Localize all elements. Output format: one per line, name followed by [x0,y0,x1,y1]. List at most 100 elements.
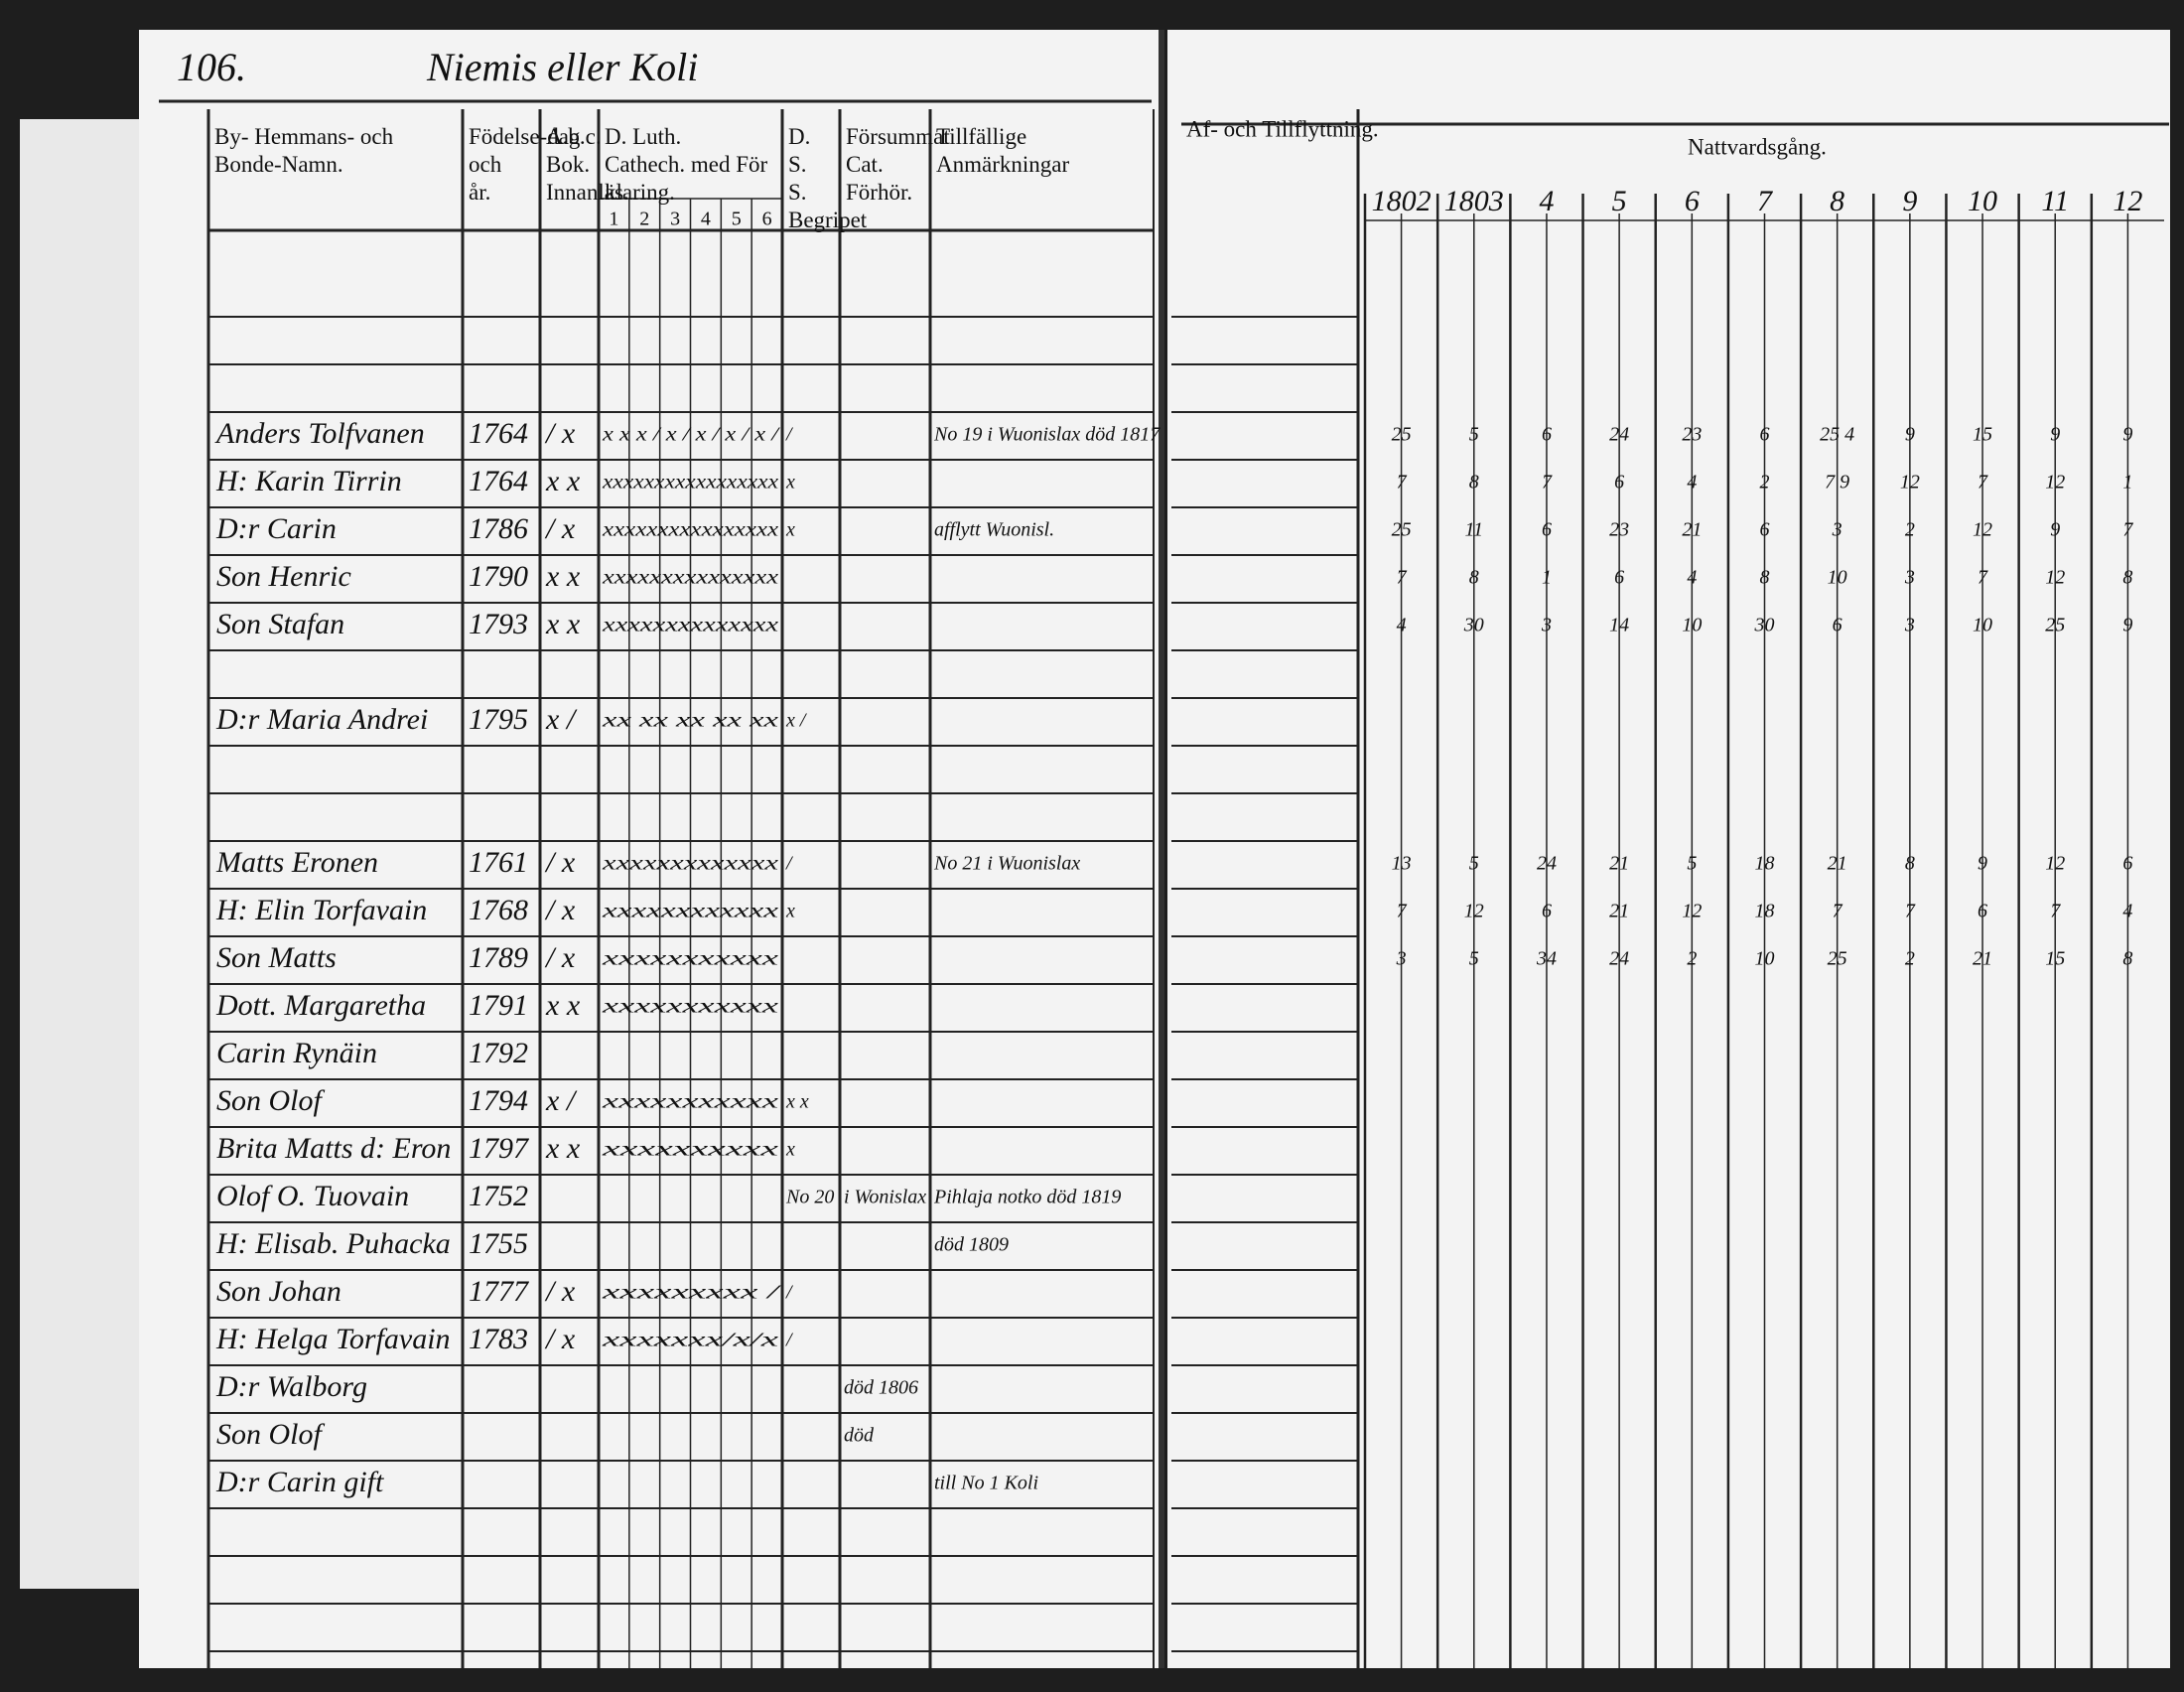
cathech-column-number: 3 [670,209,680,230]
birth-year: 1786 [469,512,528,545]
communion-entry: 7 [2122,519,2133,541]
communion-entry: 4 [1687,567,1697,589]
cathech-mark: xxxxxxxxxxxxxxx [602,567,778,589]
birth-year: 1755 [469,1227,528,1260]
communion-entry: 6 [2122,853,2132,875]
communion-entry: 5 [1469,948,1479,970]
cathech-column-number: 6 [762,209,772,230]
dss-mark: x [785,1139,795,1161]
column-header: A.b.c. Bok. Innanläs. [546,124,629,205]
person-name: Carin Rynäin [216,1037,377,1069]
person-name: Matts Eronen [215,846,378,879]
year-label: 8 [1830,185,1844,217]
communion-entry: 4 [1687,472,1697,494]
birth-year: 1783 [469,1323,528,1355]
communion-entry: 7 [2050,901,2061,922]
communion-entry: 7 [1978,472,1988,494]
column-header: Födelse-dag och år. [469,124,581,205]
dss-mark: / [785,424,794,446]
dss-mark: x x [785,1091,809,1113]
birth-year: 1795 [469,703,528,736]
remark: till No 1 Koli [934,1473,1038,1494]
left-page [139,30,1160,1668]
person-name: Son Henric [216,560,351,593]
communion-entry: 18 [1755,901,1775,922]
cathech-mark: xxxxxxxxxxx [601,996,778,1018]
cathech-mark: xxxxxxxxxxxx [601,901,778,922]
communion-entry: 6 [1542,519,1552,541]
column-header: Af- och Tillflyttning. [1186,116,1379,141]
communion-entry: 25 [1392,519,1412,541]
communion-entry: 7 [1542,472,1553,494]
cathech-mark: xxxxxxxxxxxxxxxxx [602,472,778,494]
dss-mark: x [785,901,795,922]
communion-entry: 24 [1609,424,1629,446]
abc-mark: x x [545,560,581,593]
person-name: Son Matts [216,941,337,974]
abc-mark: / x [544,941,576,974]
communion-entry: 9 [1978,853,1987,875]
communion-entry: 12 [1464,901,1484,922]
communion-entry: 4 [2122,901,2132,922]
communion-entry: 25 [1828,948,1847,970]
person-name: Dott. Margaretha [215,989,426,1022]
cathech-column-number: 5 [732,209,742,230]
abc-mark: x x [545,465,581,497]
year-label: 4 [1539,185,1554,217]
cathech-mark: xxxxxxxxxxxxx [601,853,778,875]
village-name: Niemis eller Koli [426,45,698,89]
birth-year: 1790 [469,560,528,593]
right-page [1167,30,2170,1668]
abc-mark: / x [544,1275,576,1308]
communion-entry: 9 [2122,615,2132,636]
communion-entry: 1 [2122,472,2132,494]
communion-entry: 7 9 [1825,472,1849,494]
communion-entry: 7 [1397,567,1408,589]
communion-entry: 34 [1536,948,1557,970]
abc-mark: / x [544,846,576,879]
year-label: 10 [1968,185,1997,217]
year-label: 12 [2113,185,2142,217]
dss-mark: x / [785,710,808,732]
person-name: Son Olof [216,1418,326,1451]
communion-entry: 7 [1833,901,1843,922]
cathech-mark: xxxxxxxxxxxxxx [602,615,779,636]
abc-mark: x x [545,608,581,640]
communion-entry: 10 [1973,615,1992,636]
communion-entry: 12 [1682,901,1702,922]
remark: afflytt Wuonisl. [934,519,1054,541]
year-label: 7 [1757,185,1774,217]
communion-entry: 12 [2045,567,2065,589]
person-name: H: Elin Torfavain [215,894,427,926]
person-name: Son Stafan [216,608,344,640]
communion-entry: 21 [1828,853,1847,875]
communion-entry: 10 [1828,567,1847,589]
communion-entry: 6 [1760,424,1770,446]
birth-year: 1792 [469,1037,528,1069]
cathech-mark: xxxxxxxxxxx [601,1091,778,1113]
person-name: Son Johan [216,1275,341,1308]
cathech-column-number: 4 [701,209,711,230]
page-number: 106. [177,45,246,89]
communion-entry: 5 [1687,853,1697,875]
dss-mark: No 20 [785,1187,834,1208]
ruled-grid [206,109,2169,1668]
communion-entry: 9 [2122,424,2132,446]
communion-entry: 11 [1465,519,1484,541]
person-name: D:r Carin [215,512,337,545]
communion-entry: 12 [2045,472,2065,494]
year-label: 1803 [1444,185,1504,217]
cathech-mark: x x x / x / x / x / x / [602,424,781,446]
communion-entry: 7 [1905,901,1916,922]
forsum-note: död [844,1425,875,1447]
communion-entry: 6 [1542,901,1552,922]
communion-entry: 8 [2122,567,2132,589]
communion-entry: 9 [2050,519,2060,541]
column-header: D. Luth. Cathech. med För klaring. [605,124,767,205]
birth-year: 1752 [469,1180,528,1212]
communion-entry: 3 [1541,615,1552,636]
communion-entry: 5 [1469,853,1479,875]
communion-entry: 5 [1469,424,1479,446]
communion-entry: 24 [1537,853,1557,875]
